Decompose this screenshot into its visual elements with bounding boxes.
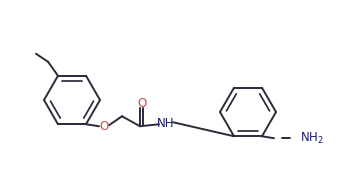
Text: O: O <box>137 97 146 110</box>
Text: NH$_2$: NH$_2$ <box>300 131 324 146</box>
Text: NH: NH <box>157 117 175 130</box>
Text: O: O <box>99 120 108 133</box>
